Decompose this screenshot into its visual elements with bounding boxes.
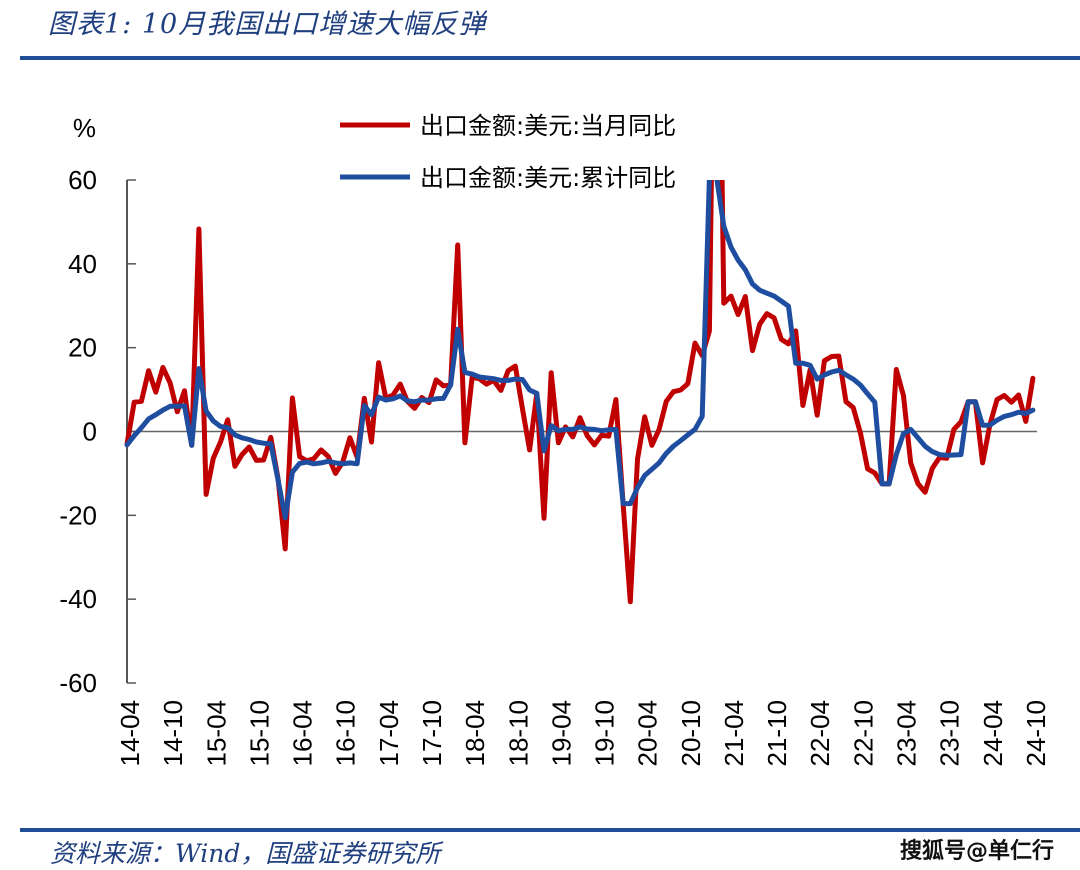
top-divider bbox=[20, 56, 1080, 60]
y-tick-label: -60 bbox=[59, 668, 97, 698]
x-tick-label: 24-10 bbox=[1021, 700, 1051, 767]
x-tick-label: 19-04 bbox=[546, 700, 576, 767]
y-tick-label: 40 bbox=[68, 249, 97, 279]
x-tick-label: 17-10 bbox=[417, 700, 447, 767]
x-tick-label: 20-10 bbox=[676, 700, 706, 767]
x-tick-label: 14-10 bbox=[158, 700, 188, 767]
y-tick-label: 20 bbox=[68, 333, 97, 363]
x-tick-label: 21-04 bbox=[719, 700, 749, 767]
y-tick-label: -40 bbox=[59, 584, 97, 614]
x-tick-label: 17-04 bbox=[374, 700, 404, 767]
bottom-divider bbox=[20, 828, 1080, 832]
y-tick-label: -20 bbox=[59, 500, 97, 530]
y-axis-unit: % bbox=[73, 113, 96, 143]
x-tick-label: 18-04 bbox=[460, 700, 490, 767]
watermark: 搜狐号@单仁行 bbox=[899, 839, 1054, 864]
chart-title: 图表1: 10月我国出口增速大幅反弹 bbox=[48, 9, 487, 40]
x-tick-label: 16-10 bbox=[331, 700, 361, 767]
x-tick-label: 18-10 bbox=[503, 700, 533, 767]
legend-label: 出口金额:美元:累计同比 bbox=[420, 164, 676, 192]
x-tick-label: 22-04 bbox=[805, 700, 835, 767]
x-tick-label: 15-04 bbox=[201, 700, 231, 767]
x-tick-label: 22-10 bbox=[848, 700, 878, 767]
x-tick-label: 20-04 bbox=[633, 700, 663, 767]
x-tick-label: 21-10 bbox=[762, 700, 792, 767]
series-line-monthly-yoy bbox=[124, 180, 1036, 605]
y-tick-label: 0 bbox=[83, 417, 97, 447]
x-tick-label: 19-10 bbox=[590, 700, 620, 767]
y-tick-label: 60 bbox=[68, 165, 97, 195]
x-tick-label: 23-10 bbox=[935, 700, 965, 767]
series-line-cumulative-yoy bbox=[124, 180, 1036, 521]
legend-label: 出口金额:美元:当月同比 bbox=[420, 112, 676, 140]
x-tick-label: 14-04 bbox=[115, 700, 145, 767]
x-tick-label: 24-04 bbox=[978, 700, 1008, 767]
source-note: 资料来源：Wind，国盛证券研究所 bbox=[50, 839, 441, 868]
x-tick-label: 15-10 bbox=[244, 700, 274, 767]
x-tick-label: 16-04 bbox=[288, 700, 318, 767]
x-tick-label: 23-04 bbox=[892, 700, 922, 767]
